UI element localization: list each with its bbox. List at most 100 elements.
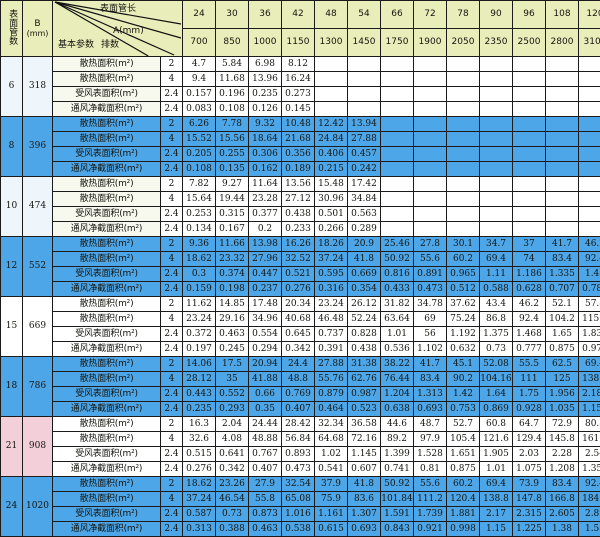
data-cell: 0.707 (546, 282, 579, 297)
data-cell: 104.2 (546, 312, 579, 327)
data-cell: 0.552 (216, 387, 249, 402)
data-cell: 0.501 (315, 207, 348, 222)
data-cell: 11.68 (216, 72, 249, 87)
data-cell: 0.965 (447, 267, 480, 282)
data-cell (579, 72, 600, 87)
data-cell: 1.65 (546, 327, 579, 342)
group-b-dimension: 474 (23, 177, 53, 237)
data-cell: 41.7 (546, 237, 579, 252)
param-label: 散热面积(m²) (53, 312, 161, 327)
data-cell: 27.12 (282, 192, 315, 207)
data-cell: 1.75 (513, 387, 546, 402)
data-cell: 1.307 (348, 507, 381, 522)
data-cell: 0.447 (249, 267, 282, 282)
data-cell: 0.693 (348, 522, 381, 537)
data-cell: 0.242 (348, 162, 381, 177)
data-cell: 2.03 (513, 447, 546, 462)
param-label: 受风表面积(m²) (53, 387, 161, 402)
row-count-value: 4 (161, 312, 183, 327)
data-cell: 0.289 (348, 222, 381, 237)
data-cell: 0.157 (183, 87, 216, 102)
data-cell: 1.161 (315, 507, 348, 522)
data-cell: 1.354 (579, 462, 600, 477)
data-cell: 23.32 (216, 252, 249, 267)
data-cell (447, 57, 480, 72)
data-cell: 60.2 (447, 477, 480, 492)
data-cell (381, 117, 414, 132)
header-a-value-col-12: 3100 (579, 29, 600, 57)
data-cell: 1.375 (480, 327, 513, 342)
data-cell (414, 132, 447, 147)
data-cell: 0.628 (513, 282, 546, 297)
data-cell (579, 57, 600, 72)
data-cell (480, 147, 513, 162)
param-label: 通风净截面积(m²) (53, 462, 161, 477)
data-cell: 34.96 (249, 312, 282, 327)
data-cell (480, 162, 513, 177)
data-cell: 18.64 (249, 132, 282, 147)
data-cell: 111.2 (414, 492, 447, 507)
data-cell: 0.595 (315, 267, 348, 282)
data-cell: 0.215 (315, 162, 348, 177)
data-cell: 0.81 (414, 462, 447, 477)
data-cell (381, 162, 414, 177)
data-cell: 36.58 (348, 417, 381, 432)
group-surface-count: 24 (1, 477, 23, 537)
data-cell (447, 72, 480, 87)
data-cell: 0.354 (348, 282, 381, 297)
data-cell: 55.76 (315, 372, 348, 387)
param-label: 受风表面积(m²) (53, 87, 161, 102)
data-cell: 9.27 (216, 177, 249, 192)
data-cell: 0.875 (447, 462, 480, 477)
data-cell: 83.4 (546, 477, 579, 492)
data-cell: 104.16 (480, 372, 513, 387)
group-b-dimension: 908 (23, 417, 53, 477)
data-cell: 0.235 (249, 87, 282, 102)
data-cell: 0.407 (249, 462, 282, 477)
data-cell: 27.8 (414, 237, 447, 252)
data-cell: 63.64 (381, 312, 414, 327)
data-cell (447, 177, 480, 192)
header-tube-count-col-6: 66 (381, 1, 414, 29)
data-cell: 52.7 (447, 417, 480, 432)
param-label: 散热面积(m²) (53, 192, 161, 207)
row-count-value: 2.4 (161, 102, 183, 117)
data-cell: 0.391 (315, 342, 348, 357)
data-cell: 0.35 (249, 402, 282, 417)
group-surface-count: 21 (1, 417, 23, 477)
param-label: 受风表面积(m²) (53, 447, 161, 462)
group-b-dimension: 786 (23, 357, 53, 417)
row-count-value: 2.4 (161, 462, 183, 477)
param-label: 散热面积(m²) (53, 492, 161, 507)
data-cell (414, 87, 447, 102)
data-cell (480, 72, 513, 87)
data-cell: 0.356 (282, 147, 315, 162)
data-cell (546, 192, 579, 207)
data-cell: 129.4 (513, 432, 546, 447)
data-cell: 0.237 (249, 282, 282, 297)
param-label: 散热面积(m²) (53, 297, 161, 312)
data-cell: 69 (414, 312, 447, 327)
data-cell (513, 222, 546, 237)
data-cell: 13.96 (249, 72, 282, 87)
data-cell (579, 162, 600, 177)
data-cell (579, 132, 600, 147)
data-cell: 2.54 (579, 447, 600, 462)
data-cell (579, 207, 600, 222)
data-cell: 92.4 (579, 477, 600, 492)
data-cell (480, 222, 513, 237)
data-cell: 0.669 (348, 267, 381, 282)
data-cell: 0.464 (315, 402, 348, 417)
data-cell: 92.4 (579, 252, 600, 267)
group-surface-count: 15 (1, 297, 23, 357)
data-cell (348, 87, 381, 102)
data-cell: 0.377 (249, 207, 282, 222)
data-cell: 41.8 (348, 252, 381, 267)
data-cell: 30.96 (315, 192, 348, 207)
